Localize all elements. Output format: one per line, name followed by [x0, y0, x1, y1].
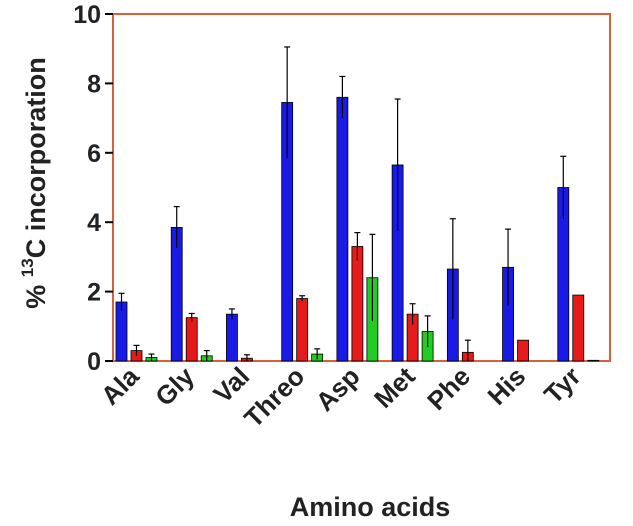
bar — [336, 96, 349, 362]
y-tick-label: 2 — [87, 279, 101, 307]
x-category-label: Tyr — [538, 361, 586, 409]
y-axis-title-prefix: % — [21, 277, 51, 309]
y-axis-title-superscript: 13 — [18, 258, 37, 277]
y-tick-label: 8 — [87, 70, 101, 98]
x-category-label: Asp — [310, 361, 366, 417]
y-tick-label: 10 — [73, 1, 101, 29]
y-axis-title-suffix: C incorporation — [21, 57, 51, 258]
y-axis-title-group: % 13C incorporation — [18, 57, 51, 308]
x-category-label: Met — [368, 361, 421, 414]
x-category-label: Gly — [149, 361, 200, 412]
x-category-label: Phe — [421, 361, 476, 416]
x-category-label: Threo — [238, 361, 310, 433]
bar — [587, 359, 600, 362]
bar — [296, 298, 309, 362]
y-tick-label: 6 — [87, 140, 101, 168]
y-axis-title: % 13C incorporation — [18, 57, 51, 308]
y-tick-label: 4 — [87, 209, 101, 237]
bar — [517, 339, 529, 362]
x-category-label: His — [481, 361, 531, 411]
y-tick-label: 0 — [87, 348, 101, 376]
bar — [226, 313, 238, 362]
x-axis-title: Amino acids — [290, 492, 451, 522]
x-category-label: Ala — [95, 361, 145, 411]
bar — [351, 246, 364, 362]
bar — [185, 317, 198, 362]
bar — [115, 301, 128, 362]
bar — [572, 294, 585, 362]
